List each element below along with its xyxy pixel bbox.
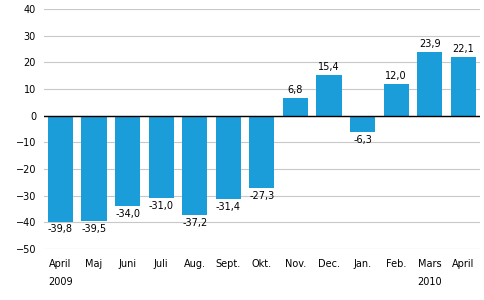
Text: 23,9: 23,9 (418, 39, 439, 49)
Text: April: April (49, 259, 72, 269)
Text: Nov.: Nov. (284, 259, 305, 269)
Bar (349, 116, 375, 133)
Text: 2009: 2009 (48, 277, 73, 286)
Bar (249, 116, 274, 188)
Bar (316, 75, 341, 116)
Text: -31,4: -31,4 (215, 202, 241, 212)
Bar (48, 116, 73, 222)
Text: Okt.: Okt. (251, 259, 272, 269)
Text: Sept.: Sept. (215, 259, 241, 269)
Bar (215, 116, 241, 200)
Bar (182, 116, 207, 215)
Bar (148, 116, 173, 198)
Text: Dec.: Dec. (318, 259, 339, 269)
Text: Jan.: Jan. (353, 259, 371, 269)
Text: 15,4: 15,4 (318, 62, 339, 72)
Text: Juli: Juli (153, 259, 168, 269)
Bar (81, 116, 106, 221)
Text: 6,8: 6,8 (287, 85, 302, 95)
Text: Feb.: Feb. (385, 259, 406, 269)
Text: April: April (451, 259, 473, 269)
Bar (383, 84, 408, 116)
Bar (282, 98, 307, 116)
Text: -6,3: -6,3 (352, 135, 371, 145)
Text: 22,1: 22,1 (452, 44, 473, 54)
Text: -34,0: -34,0 (115, 209, 140, 219)
Text: Aug.: Aug. (183, 259, 205, 269)
Text: Juni: Juni (118, 259, 136, 269)
Bar (416, 52, 441, 116)
Text: -27,3: -27,3 (249, 191, 274, 201)
Text: Maj: Maj (85, 259, 103, 269)
Text: -31,0: -31,0 (149, 201, 173, 211)
Text: Mars: Mars (417, 259, 441, 269)
Text: 12,0: 12,0 (385, 71, 406, 81)
Bar (450, 57, 475, 116)
Bar (115, 116, 140, 206)
Text: -37,2: -37,2 (182, 218, 207, 227)
Text: 2010: 2010 (417, 277, 441, 286)
Text: -39,5: -39,5 (81, 224, 106, 234)
Text: -39,8: -39,8 (48, 224, 73, 235)
